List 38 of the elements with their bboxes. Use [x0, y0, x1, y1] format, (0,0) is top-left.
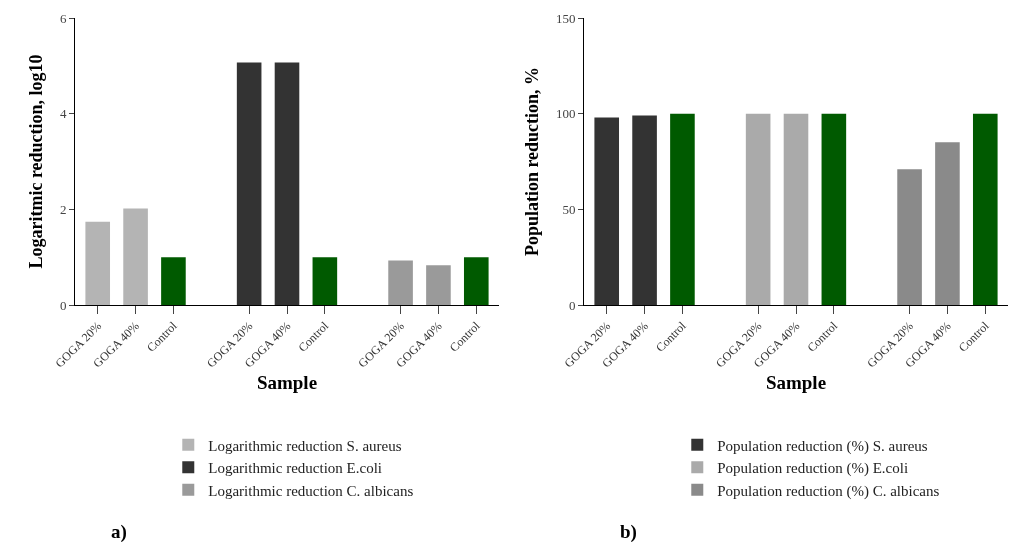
bar: [670, 113, 695, 305]
text: a): [111, 521, 127, 543]
y-tick-label: 50: [562, 201, 576, 217]
legend-label: Logarithmic reduction C. albicans: [208, 482, 414, 499]
bar: [85, 221, 111, 305]
y-tick-label: 4: [59, 106, 67, 122]
bar: [161, 257, 186, 305]
legend-label: Logarithmic reduction E.coli: [208, 460, 382, 477]
legend-label: Population reduction (%) S. aureus: [717, 437, 928, 455]
legend-label: Population reduction (%) E.coli: [717, 460, 909, 478]
y-axis-title: Population reduction, %: [522, 66, 543, 257]
legend-label: Logarithmic reduction S. aureus: [208, 437, 402, 454]
bar: [123, 208, 148, 305]
y-tick-label: 0: [568, 297, 576, 313]
bar: [783, 113, 809, 305]
bar: [463, 257, 489, 305]
text: b): [620, 521, 637, 543]
bar: [312, 257, 338, 305]
bar: [745, 113, 771, 305]
y-tick-label: 6: [59, 10, 67, 26]
x-axis-title: Sample: [765, 372, 827, 394]
y-tick-label: 100: [555, 106, 576, 122]
x-axis-title: Sample: [256, 372, 318, 394]
y-tick-label: 2: [59, 201, 67, 217]
bar: [632, 115, 657, 305]
y-tick-label: 0: [59, 297, 67, 313]
y-axis-title: Logaritmic reduction, log10: [26, 54, 47, 269]
bar: [426, 265, 451, 305]
bar: [594, 117, 620, 305]
y-tick-label: 150: [555, 10, 576, 26]
bar: [274, 62, 300, 305]
bar: [388, 260, 413, 305]
bar: [236, 62, 262, 305]
bar: [935, 142, 960, 305]
bar: [821, 113, 847, 305]
bar: [897, 169, 922, 305]
bar: [972, 113, 998, 305]
legend-label: Population reduction (%) C. albicans: [717, 482, 940, 500]
